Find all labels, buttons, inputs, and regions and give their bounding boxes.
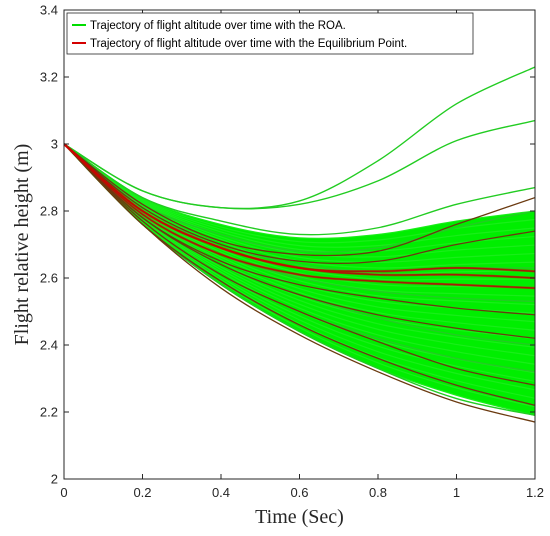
roa-trajectory: [64, 143, 535, 408]
equilibrium-trajectory-9: [64, 143, 535, 423]
x-axis-title: Time (Sec): [255, 506, 344, 528]
y-tick-label: 3.2: [40, 70, 58, 85]
equilibrium-trajectory-6: [64, 143, 535, 339]
legend-label-roa: Trajectory of flight altitude over time …: [90, 20, 346, 32]
equilibrium-trajectory-7: [64, 143, 535, 386]
equilibrium-trajectory-0: [64, 143, 535, 257]
x-tick-label: 0.2: [133, 485, 151, 500]
roa-trajectory: [64, 143, 535, 357]
x-tick-label: 1: [453, 485, 460, 500]
x-tick-label: 0.6: [290, 485, 308, 500]
x-tick-label: 1.2: [526, 485, 544, 500]
x-tick-label: 0.8: [369, 485, 387, 500]
x-tick-label: 0: [60, 485, 67, 500]
roa-trajectory: [64, 143, 535, 399]
roa-trajectory-2: [64, 143, 535, 236]
roa-trajectory-1: [64, 119, 535, 210]
series-layer: [64, 66, 535, 423]
y-axis-title: Flight relative height (m): [11, 144, 33, 346]
roa-trajectory: [64, 143, 535, 297]
roa-trajectory: [64, 143, 535, 248]
legend: Trajectory of flight altitude over time …: [66, 12, 474, 55]
y-tick-label: 3: [51, 137, 58, 152]
equilibrium-trajectory-1: [64, 143, 535, 264]
equilibrium-highlight-3: [64, 143, 535, 280]
y-tick-label: 3.4: [40, 3, 58, 18]
y-tick-label: 2.4: [40, 338, 58, 353]
y-tick-label: 2.8: [40, 204, 58, 219]
roa-trajectory: [64, 143, 535, 258]
y-tick-label: 2: [51, 472, 58, 487]
ticks-layer: 0 0.2 0.4 0.6 0.8 1 1.2 2 2.2 2.4 2.6 2.8 3 3.2 3.4: [40, 3, 544, 501]
x-tick-label: 0.4: [212, 485, 230, 500]
roa-band: [64, 144, 535, 416]
legend-box: [66, 12, 474, 55]
roa-trajectory: [64, 143, 535, 253]
roa-trajectory: [64, 143, 535, 382]
legend-label-equilibrium: Trajectory of flight altitude over time …: [90, 38, 407, 50]
roa-trajectory: [64, 143, 535, 263]
equilibrium-highlight-4: [64, 143, 535, 290]
y-tick-label: 2.6: [40, 271, 58, 286]
y-tick-label: 2.2: [40, 405, 58, 420]
